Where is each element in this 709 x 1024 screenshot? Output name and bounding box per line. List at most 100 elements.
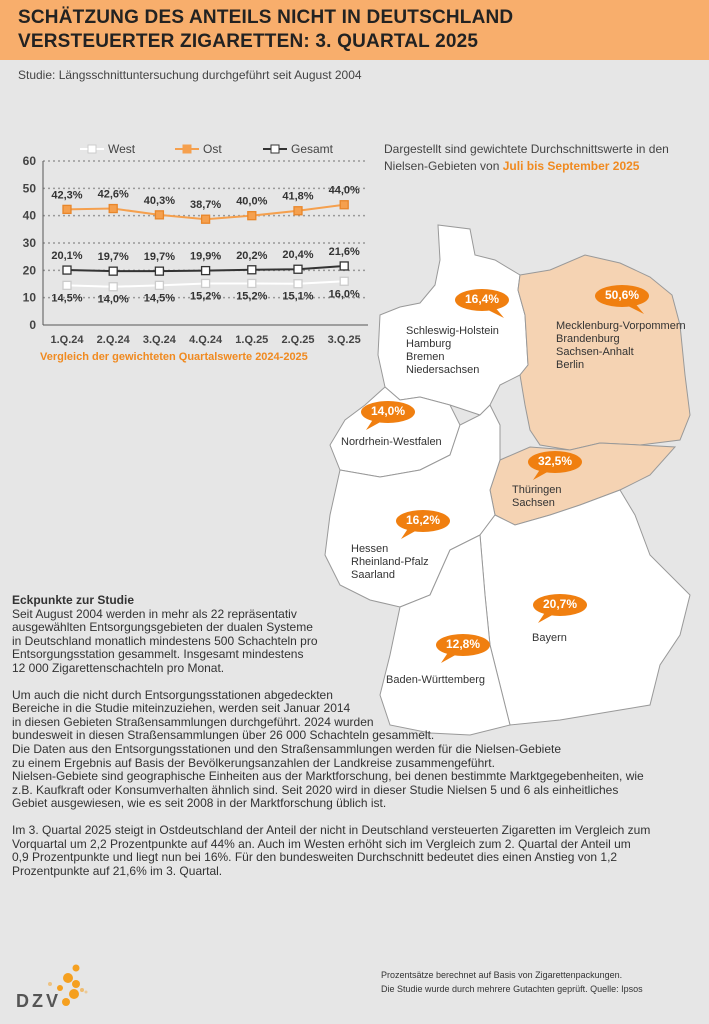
- data-label-gesamt: 20,2%: [236, 250, 267, 262]
- value-bubble: 16,2%: [395, 509, 451, 539]
- chart-caption: Vergleich der gewichteten Quartalswerte …: [40, 351, 308, 363]
- data-point-ost: [108, 203, 118, 214]
- legend-label-ost: Ost: [203, 142, 222, 156]
- data-point-gesamt: [200, 265, 211, 276]
- text-line: in Deutschland monatlich mindestens 500 …: [12, 633, 318, 648]
- data-label-gesamt: 19,9%: [190, 251, 221, 263]
- data-label-gesamt: 20,4%: [282, 249, 313, 261]
- eckpunkte-paragraph-1: Seit August 2004 werden in mehr als 22 r…: [12, 607, 702, 676]
- data-label-gesamt: 21,6%: [329, 246, 360, 258]
- text-line: Bereiche in die Studie miteinzuziehen, w…: [12, 701, 351, 716]
- region-name: Sachsen: [512, 497, 555, 509]
- legend-label-gesamt: Gesamt: [291, 142, 334, 156]
- data-label-ost: 42,6%: [98, 189, 129, 201]
- data-label-ost: 40,0%: [236, 196, 267, 208]
- y-tick-label: 20: [23, 263, 37, 277]
- region-label: Thüringen Sachsen: [512, 484, 562, 510]
- footer-line-2: Die Studie wurde durch mehrere Gutachten…: [381, 984, 643, 994]
- note-text: Dargestellt sind gewichtete Durchschnitt…: [384, 142, 669, 173]
- region-label: Nordrhein-Westfalen: [341, 436, 442, 449]
- text-line: bundesweit in diesen Straßensammlungen ü…: [12, 728, 435, 743]
- map-note: Dargestellt sind gewichtete Durchschnitt…: [384, 141, 704, 175]
- region-name: Hamburg: [406, 338, 452, 350]
- data-point-gesamt: [154, 266, 165, 276]
- subtitle: Studie: Längsschnittuntersuchung durchge…: [18, 68, 362, 82]
- value-bubble: 32,5%: [527, 450, 583, 480]
- region-name: Thüringen: [512, 484, 562, 496]
- bubble-value: 12,8%: [445, 637, 481, 651]
- speech-bubble-icon: [455, 289, 509, 318]
- bubble-value: 32,5%: [537, 454, 573, 468]
- value-bubble: 20,7%: [532, 593, 588, 623]
- region-label: Bayern: [532, 632, 567, 645]
- speech-bubble-icon: [533, 594, 587, 623]
- text-line: Entsorgungsstation gesammelt. Insgesamt …: [12, 647, 304, 662]
- data-label-gesamt: 19,7%: [144, 251, 175, 263]
- region-name: Schleswig-Holstein: [406, 325, 499, 337]
- x-tick-label: 2.Q.25: [281, 334, 314, 346]
- y-tick-label: 30: [23, 236, 37, 250]
- y-tick-label: 10: [23, 291, 37, 305]
- x-tick-label: 4.Q.24: [189, 334, 223, 346]
- region-name: Rheinland-Pfalz: [351, 556, 429, 568]
- note-highlight: Juli bis September 2025: [502, 159, 640, 173]
- region-name: Sachsen-Anhalt: [556, 346, 634, 358]
- speech-bubble-icon: [436, 634, 490, 663]
- footer-line-1: Prozentsätze berechnet auf Basis von Zig…: [381, 970, 623, 980]
- data-point-west: [293, 279, 303, 289]
- data-point-west: [62, 280, 72, 291]
- data-point-gesamt: [247, 265, 257, 275]
- region-name: Hessen: [351, 543, 389, 555]
- region-name: Bremen: [406, 351, 445, 363]
- region-name: Niedersachsen: [406, 364, 480, 376]
- value-bubble: 50,6%: [594, 284, 650, 314]
- data-point-gesamt: [108, 266, 118, 276]
- eckpunkte-section: Eckpunkte zur Studie Seit August 2004 we…: [12, 593, 702, 878]
- region-label: Baden-Württemberg: [386, 674, 485, 687]
- header-bar: SCHÄTZUNG DES ANTEILS NICHT IN DEUTSCHLA…: [0, 0, 709, 60]
- legend-marker-ost: [182, 144, 192, 154]
- data-label-west: 15,2%: [236, 290, 267, 302]
- data-label-gesamt: 20,1%: [51, 250, 82, 262]
- data-point-west: [108, 282, 118, 292]
- region-name: Saarland: [351, 569, 396, 581]
- title-line-1: SCHÄTZUNG DES ANTEILS NICHT IN DEUTSCHLA…: [18, 7, 514, 28]
- data-label-west: 14,5%: [144, 292, 175, 304]
- data-point-ost: [339, 200, 349, 210]
- dzv-logo: DZV: [16, 964, 88, 1011]
- data-label-ost: 40,3%: [144, 195, 175, 207]
- value-bubble: 16,4%: [454, 288, 510, 318]
- value-bubble: 12,8%: [435, 633, 491, 663]
- text-line: Nielsen-Gebiete sind geographische Einhe…: [12, 769, 644, 784]
- x-tick-label: 3.Q.25: [328, 334, 361, 346]
- y-tick-label: 60: [23, 154, 37, 168]
- data-label-ost: 44,0%: [329, 185, 360, 197]
- data-label-west: 16,0%: [329, 288, 360, 300]
- data-label-west: 15,2%: [190, 290, 221, 302]
- text-line: Im 3. Quartal 2025 steigt in Ostdeutschl…: [12, 822, 651, 837]
- x-tick-label: 3.Q.24: [143, 334, 177, 346]
- data-point-ost: [154, 210, 165, 220]
- legend-label-west: West: [108, 142, 136, 156]
- data-label-ost: 42,3%: [51, 189, 82, 201]
- legend-marker-west: [87, 144, 97, 154]
- text-line: ausgewählten Entsorgungsgebieten der dua…: [12, 620, 313, 635]
- y-tick-label: 0: [29, 318, 36, 332]
- text-line: z.B. Kaufkraft oder Konsumverhalten ähnl…: [12, 782, 619, 797]
- data-point-west: [200, 278, 211, 289]
- y-tick-label: 50: [23, 181, 37, 195]
- y-tick-label: 40: [23, 209, 37, 223]
- data-label-west: 15,1%: [282, 291, 313, 303]
- speech-bubble-icon: [396, 510, 450, 539]
- data-point-gesamt: [62, 265, 72, 275]
- data-point-west: [247, 278, 257, 289]
- region-name: Nordrhein-Westfalen: [341, 436, 442, 448]
- data-label-ost: 41,8%: [282, 191, 313, 203]
- region-hessen-rp-saarland: [324, 404, 501, 608]
- bubble-value: 50,6%: [604, 288, 640, 302]
- text-line: 12 000 Zigarettenschachteln pro Monat.: [12, 660, 225, 675]
- data-point-west: [339, 276, 349, 286]
- data-point-ost: [62, 204, 72, 215]
- data-point-ost: [247, 211, 257, 221]
